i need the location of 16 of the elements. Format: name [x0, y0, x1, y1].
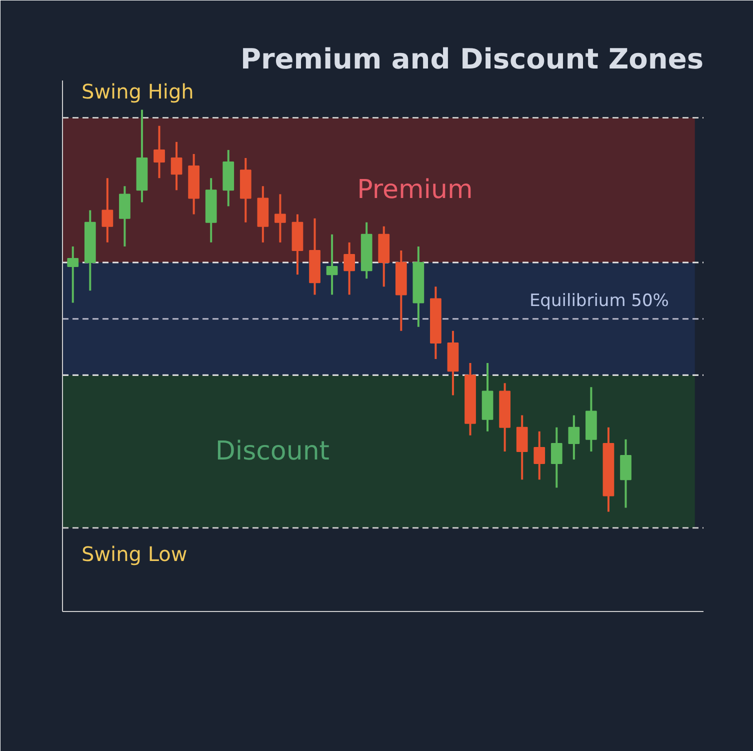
candlestick — [274, 193, 286, 244]
candlestick — [154, 124, 165, 180]
candlestick — [102, 177, 114, 244]
candlestick — [534, 430, 546, 481]
band-label: Discount — [215, 436, 330, 466]
ref-line-label: Equilibrium 50% — [529, 290, 669, 311]
band-label: Premium — [357, 175, 473, 206]
candlestick — [170, 140, 182, 192]
candlestick — [550, 426, 562, 489]
candlestick — [344, 241, 355, 296]
ref-line-label: Swing Low — [82, 542, 188, 566]
candlestick — [67, 245, 79, 304]
chart-title: Premium and Discount Zones — [240, 42, 704, 76]
candlestick — [326, 233, 338, 296]
candlestick — [568, 414, 580, 461]
ref-line-label: Swing High — [82, 80, 194, 104]
